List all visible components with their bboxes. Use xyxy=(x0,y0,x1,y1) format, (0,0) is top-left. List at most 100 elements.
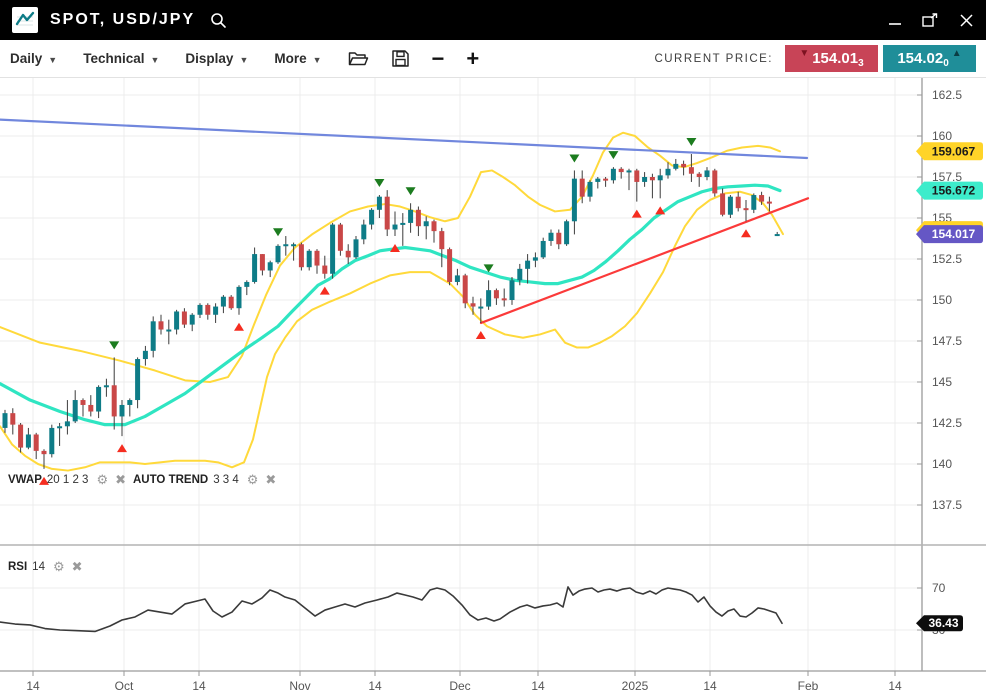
candle-down xyxy=(345,250,351,258)
ask-price-value: 154.02 xyxy=(897,50,944,67)
candle-up xyxy=(267,262,273,271)
autotrend-params: 3 3 4 xyxy=(213,473,239,486)
close-icon[interactable] xyxy=(959,13,974,28)
candle-up xyxy=(454,275,460,282)
buy-signal-arrow-icon xyxy=(39,476,49,485)
x-axis-label: 2025 xyxy=(622,679,649,693)
candle-down xyxy=(322,265,328,274)
candle-up xyxy=(673,163,679,169)
autotrend-settings-gear-icon[interactable]: ⚙ xyxy=(246,472,259,487)
candle-down xyxy=(439,231,445,250)
candle-down xyxy=(712,170,718,194)
candle-up xyxy=(72,400,78,422)
candle-up xyxy=(400,222,406,225)
candle-up xyxy=(751,195,757,210)
candle-up xyxy=(774,234,780,237)
candle-up xyxy=(532,257,538,261)
chevron-down-icon: ▼ xyxy=(48,54,58,65)
rsi-remove-icon[interactable]: ✖ xyxy=(71,559,83,574)
candle-down xyxy=(462,275,468,304)
sell-signal-arrow-icon xyxy=(608,151,619,160)
x-axis-label: Feb xyxy=(798,679,819,693)
candle-down xyxy=(618,168,624,173)
candle-down xyxy=(181,311,187,325)
candle-down xyxy=(384,196,390,230)
x-axis-label: Dec xyxy=(449,679,470,693)
candle-up xyxy=(392,224,398,230)
candle-up xyxy=(306,250,312,268)
candle-up xyxy=(197,304,203,315)
search-icon[interactable] xyxy=(209,11,227,29)
candle-down xyxy=(470,303,476,307)
vwap-indicator-label: VWAP 20 1 2 3 ⚙ ✖ xyxy=(8,473,133,486)
rsi-name: RSI xyxy=(8,560,28,573)
price-axis-label: 157.5 xyxy=(932,170,962,184)
candle-down xyxy=(603,178,609,181)
more-menu[interactable]: More ▼ xyxy=(274,51,321,66)
candle-down xyxy=(228,296,234,309)
candle-down xyxy=(415,209,421,227)
candle-down xyxy=(314,250,320,266)
timeframe-menu[interactable]: Daily ▼ xyxy=(10,51,57,66)
popout-window-button[interactable] xyxy=(922,12,939,28)
rsi-axis-label: 70 xyxy=(932,581,946,595)
vwap-settings-gear-icon[interactable]: ⚙ xyxy=(96,472,109,487)
display-menu-label: Display xyxy=(185,51,234,66)
rsi-settings-gear-icon[interactable]: ⚙ xyxy=(52,559,65,574)
candle-down xyxy=(556,232,562,245)
display-menu[interactable]: Display ▼ xyxy=(185,51,248,66)
autotrend-indicator-label: AUTO TREND 3 3 4 ⚙ ✖ xyxy=(133,473,283,486)
ask-price-badge[interactable]: 154.02 0 ▲ xyxy=(883,45,976,72)
candle-up xyxy=(525,260,531,269)
candle-down xyxy=(759,195,765,202)
vwap-remove-icon[interactable]: ✖ xyxy=(115,472,127,487)
candle-up xyxy=(642,177,648,182)
sell-signal-arrow-icon xyxy=(374,179,385,188)
candle-up xyxy=(213,306,219,315)
candle-up xyxy=(540,240,546,258)
x-axis-label: Nov xyxy=(289,679,310,693)
timeframe-menu-label: Daily xyxy=(10,51,43,66)
candle-down xyxy=(10,413,16,425)
candle-up xyxy=(119,404,125,417)
candle-up xyxy=(103,385,109,388)
candle-up xyxy=(2,413,8,428)
vwap-price-tag-label: 156.672 xyxy=(932,184,976,198)
price-axis-label: 152.5 xyxy=(932,252,962,266)
price-axis-label: 162.5 xyxy=(932,88,962,102)
sell-signal-arrow-icon xyxy=(686,138,697,147)
save-icon[interactable] xyxy=(391,49,410,68)
vwap-line xyxy=(0,183,782,427)
candle-up xyxy=(127,400,133,405)
open-folder-icon[interactable] xyxy=(348,50,369,68)
candle-up xyxy=(423,221,429,227)
technical-menu[interactable]: Technical ▼ xyxy=(83,51,159,66)
upper-band-price-tag xyxy=(916,142,983,161)
candle-down xyxy=(634,170,640,182)
bid-price-value: 154.01 xyxy=(812,50,859,67)
zoom-out-button[interactable]: − xyxy=(431,45,445,71)
candle-up xyxy=(150,321,156,351)
buy-signal-arrow-icon xyxy=(741,229,751,238)
candle-down xyxy=(696,173,702,177)
autotrend-remove-icon[interactable]: ✖ xyxy=(265,472,277,487)
candle-up xyxy=(564,221,570,245)
candle-up xyxy=(135,359,141,401)
candle-up xyxy=(548,232,554,241)
candle-up xyxy=(486,290,492,307)
x-axis-label: Oct xyxy=(115,679,134,693)
sell-signal-arrow-icon xyxy=(273,228,283,237)
candle-up xyxy=(626,170,632,173)
chevron-down-icon: ▼ xyxy=(150,54,160,65)
vwap-params: 20 1 2 3 xyxy=(46,473,89,486)
candle-up xyxy=(408,209,414,223)
bid-price-badge[interactable]: ▼ 154.01 3 xyxy=(785,45,878,72)
minimize-button[interactable] xyxy=(888,13,902,27)
chart-line-icon xyxy=(12,7,38,33)
candle-up xyxy=(376,196,382,210)
sell-signal-arrow-icon xyxy=(405,187,416,196)
zoom-in-button[interactable]: + xyxy=(466,45,480,71)
candle-down xyxy=(735,196,741,209)
